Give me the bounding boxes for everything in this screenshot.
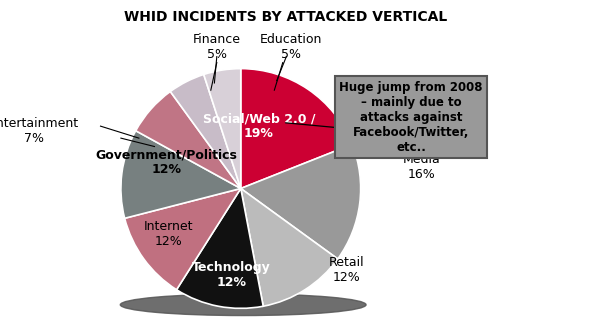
Text: Huge jump from 2008
– mainly due to
attacks against
Facebook/Twitter,
etc..: Huge jump from 2008 – mainly due to atta… <box>339 81 483 154</box>
Text: Media
16%: Media 16% <box>403 153 440 181</box>
Text: Social/Web 2.0 /
19%: Social/Web 2.0 / 19% <box>202 112 315 140</box>
Text: Internet
12%: Internet 12% <box>144 220 193 248</box>
Wedge shape <box>177 188 263 308</box>
Text: Retail
12%: Retail 12% <box>328 256 364 284</box>
Wedge shape <box>136 92 241 188</box>
Text: Entertainment
7%: Entertainment 7% <box>0 117 79 145</box>
Ellipse shape <box>120 294 366 316</box>
Wedge shape <box>170 75 241 188</box>
Text: Technology
12%: Technology 12% <box>192 261 271 289</box>
Wedge shape <box>241 188 338 306</box>
Wedge shape <box>121 131 241 218</box>
Text: Education
5%: Education 5% <box>260 33 322 61</box>
Wedge shape <box>125 188 241 290</box>
Text: Government/Politics
12%: Government/Politics 12% <box>96 148 237 176</box>
Text: Finance
5%: Finance 5% <box>193 33 241 61</box>
Wedge shape <box>203 69 241 188</box>
Wedge shape <box>241 69 352 188</box>
Wedge shape <box>241 144 361 259</box>
Text: WHID INCIDENTS BY ATTACKED VERTICAL: WHID INCIDENTS BY ATTACKED VERTICAL <box>124 10 447 24</box>
